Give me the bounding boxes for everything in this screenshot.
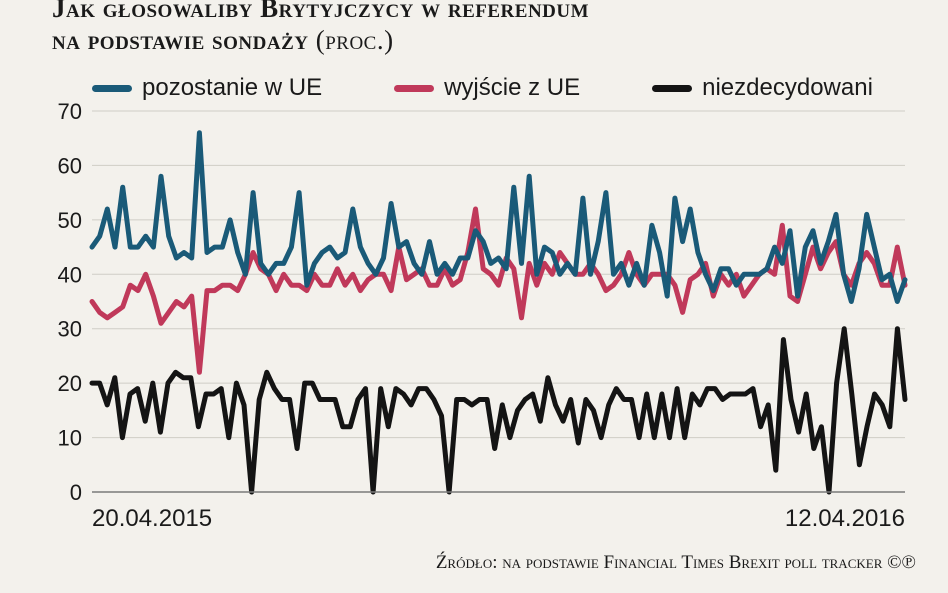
y-tick-label: 40 — [58, 262, 82, 287]
series-line-undecided — [89, 326, 908, 495]
y-axis: 0 10 20 30 40 50 60 70 — [58, 99, 82, 505]
legend-label-remain: pozostanie w UE — [142, 74, 323, 101]
legend-swatch-remain — [92, 84, 132, 92]
y-tick-label: 10 — [58, 426, 82, 451]
title-line-2: na podstawie sondaży — [52, 25, 309, 55]
y-tick-label: 20 — [58, 371, 82, 396]
series-lines — [89, 130, 908, 495]
series-line-remain — [89, 130, 908, 304]
y-tick-label: 30 — [58, 317, 82, 342]
legend-item-leave: wyjście z UE — [394, 74, 580, 102]
y-tick-label: 60 — [58, 153, 82, 178]
chart-legend: pozostanie w UE wyjście z UE niezdecydow… — [92, 74, 908, 102]
legend-label-leave: wyjście z UE — [444, 74, 581, 101]
x-end-label: 12.04.2016 — [785, 505, 905, 532]
x-start-label: 20.04.2015 — [92, 505, 212, 532]
legend-label-undecided: niezdecydowani — [702, 74, 873, 101]
y-tick-label: 50 — [58, 208, 82, 233]
title-unit: (proc.) — [315, 25, 394, 55]
y-tick-label: 0 — [70, 480, 82, 505]
y-tick-label: 70 — [58, 99, 82, 124]
legend-item-remain: pozostanie w UE — [92, 74, 322, 102]
chart-title: Jak głosowaliby Brytyjczycy w referendum… — [52, 0, 589, 56]
legend-item-undecided: niezdecydowani — [652, 74, 873, 102]
legend-swatch-undecided — [652, 84, 693, 92]
legend-swatch-leave — [394, 84, 435, 92]
series-line-leave — [89, 206, 908, 375]
source-note: Źródło: na podstawie Financial Times Bre… — [435, 552, 916, 573]
title-line-1: Jak głosowaliby Brytyjczycy w referendum — [52, 0, 590, 23]
